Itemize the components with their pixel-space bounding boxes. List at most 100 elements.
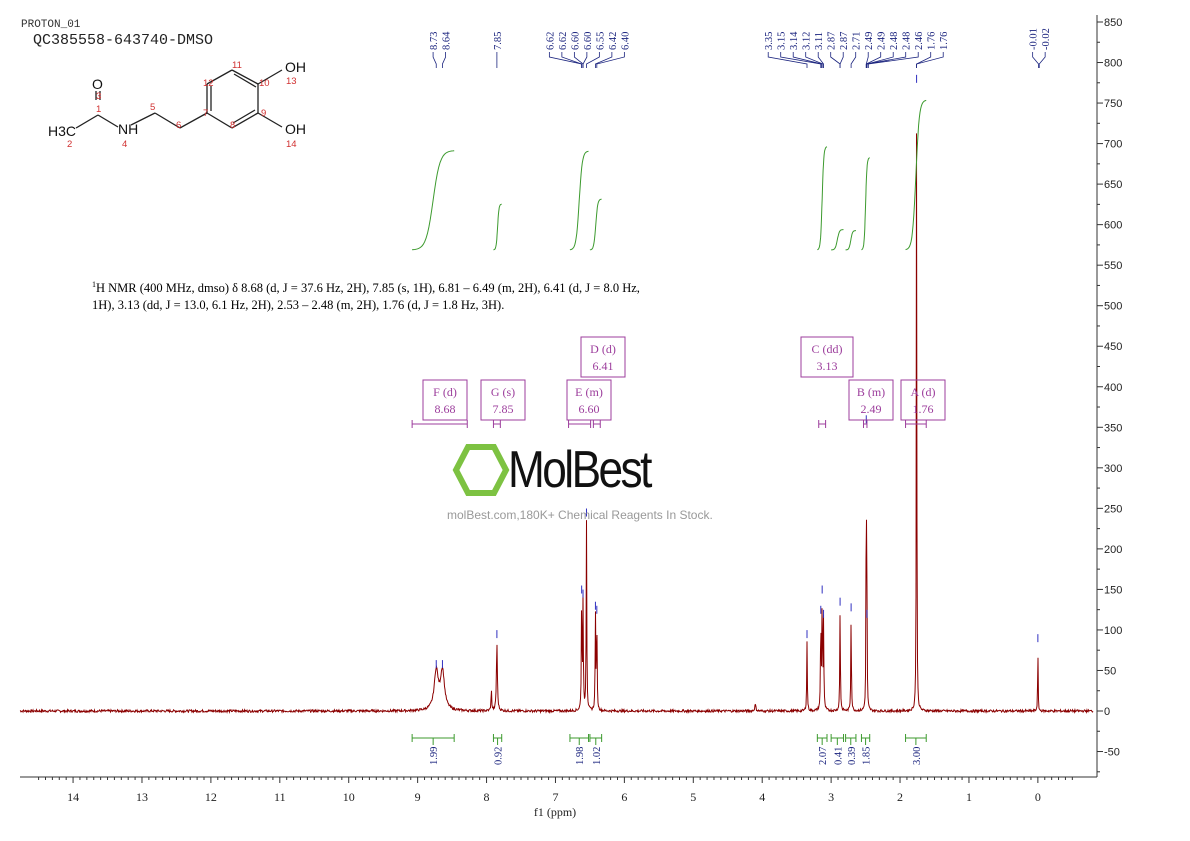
peak-label: 6.60 [583, 32, 594, 50]
y-tick-label: 150 [1104, 584, 1122, 596]
peak-label-connector [586, 52, 600, 68]
peak-label: 3.11 [814, 32, 825, 50]
atom-nh: NH [118, 121, 138, 137]
multiplet-label: D (d) [590, 342, 616, 356]
peak-label: 6.40 [620, 32, 631, 50]
x-tick-label: 1 [966, 790, 972, 804]
y-tick-label: 700 [1104, 139, 1122, 151]
integral-value: 1.98 [575, 747, 586, 765]
atom-number: 3 [96, 91, 101, 102]
atom-number: 5 [150, 102, 155, 113]
peak-label-connector [839, 52, 844, 68]
integral-value: 1.02 [592, 747, 603, 765]
y-tick-label: 800 [1104, 58, 1122, 70]
integral-curve [589, 198, 602, 251]
peak-label-connector [780, 52, 822, 68]
watermark-brand: MolBest [508, 441, 652, 499]
atom-number: 10 [259, 78, 270, 89]
multiplet-box [848, 379, 894, 421]
peak-label: 6.60 [570, 32, 581, 50]
y-tick-label: 650 [1104, 179, 1122, 191]
peak-label: 7.85 [493, 32, 504, 50]
peak-label-connector [916, 52, 932, 68]
multiplet-box [580, 336, 626, 378]
peak-label: 1.76 [927, 32, 938, 50]
y-tick-label: 750 [1104, 98, 1122, 110]
peak-label: 2.87 [827, 32, 838, 50]
integral-value: 0.41 [833, 747, 844, 765]
multiplet-shift: 7.85 [493, 402, 514, 416]
y-tick-label: 100 [1104, 625, 1122, 637]
multiplet-label: A (d) [911, 385, 936, 399]
peak-label: 2.46 [914, 32, 925, 50]
isotope-superscript: 1 [92, 280, 96, 289]
integral-curve [905, 99, 927, 251]
x-tick-label: 14 [67, 790, 79, 804]
integral-value: 3.00 [912, 747, 923, 765]
integral-value: 1.99 [429, 747, 440, 765]
atom-oh-14: OH [285, 121, 306, 137]
peak-label: 8.73 [429, 32, 440, 50]
peak-label-connector [595, 52, 613, 68]
y-tick-label: 300 [1104, 463, 1122, 475]
multiplet-box [422, 379, 468, 421]
peak-label-connector [582, 52, 588, 68]
atom-number: 1 [96, 104, 101, 115]
peak-label-connector [830, 52, 841, 68]
atom-number: 6 [176, 120, 181, 131]
atom-number: 14 [286, 139, 297, 150]
peak-label: 6.55 [595, 32, 606, 50]
peak-label-connector [805, 52, 824, 68]
peak-label-connector [865, 52, 882, 68]
x-tick-label: 11 [274, 790, 286, 804]
description-text: H NMR (400 MHz, dmso) δ 8.68 (d, J = 37.… [92, 281, 640, 313]
peak-label-connector [867, 52, 919, 68]
peak-label-connector [442, 52, 446, 68]
y-tick-label: 200 [1104, 544, 1122, 556]
multiplet-label: B (m) [857, 385, 885, 399]
atom-number: 7 [203, 108, 208, 119]
peak-label: 2.49 [864, 32, 875, 50]
x-tick-label: 0 [1035, 790, 1041, 804]
multiplet-label: F (d) [433, 385, 457, 399]
peak-label-connector [548, 52, 583, 68]
multiplet-box [566, 379, 612, 421]
experiment-name: PROTON_01 [21, 19, 81, 31]
spectrum-line [19, 133, 1094, 715]
atom-number: 8 [230, 120, 235, 131]
integral-curve [861, 157, 870, 251]
peak-label: 2.48 [902, 32, 913, 50]
integral-curve [569, 150, 589, 251]
integral-curve [493, 203, 502, 251]
x-tick-label: 4 [759, 790, 765, 804]
integral-value: 2.07 [818, 747, 829, 765]
y-tick-label: 600 [1104, 220, 1122, 232]
peak-label-connector [866, 52, 907, 68]
multiplet-shift: 6.41 [593, 359, 614, 373]
peak-label: 8.64 [442, 31, 453, 50]
atom-number: 12 [203, 78, 214, 89]
integral-value: 0.92 [494, 747, 505, 765]
integral-value: 1.85 [862, 747, 873, 765]
integral-curve [412, 150, 455, 251]
peak-label-connector [916, 52, 944, 68]
x-tick-label: 2 [897, 790, 903, 804]
peak-label-connector [767, 52, 808, 68]
x-tick-label: 9 [415, 790, 421, 804]
peak-label-connector [1032, 52, 1039, 68]
x-tick-label: 7 [552, 790, 558, 804]
integral-curve [831, 229, 844, 251]
y-tick-label: 0 [1104, 706, 1110, 718]
peak-label: 3.15 [777, 32, 788, 50]
atom-oxygen: O [92, 76, 103, 92]
y-tick-label: 550 [1104, 260, 1122, 272]
integral-curve [845, 230, 857, 251]
peak-label-connector [596, 52, 625, 68]
nmr-description: 1H NMR (400 MHz, dmso) δ 8.68 (d, J = 37… [92, 276, 652, 314]
peak-label-connector [850, 52, 857, 68]
y-tick-label: -50 [1104, 747, 1120, 759]
peak-label: 2.48 [889, 32, 900, 50]
multiplet-shift: 6.60 [579, 402, 600, 416]
x-tick-label: 5 [690, 790, 696, 804]
